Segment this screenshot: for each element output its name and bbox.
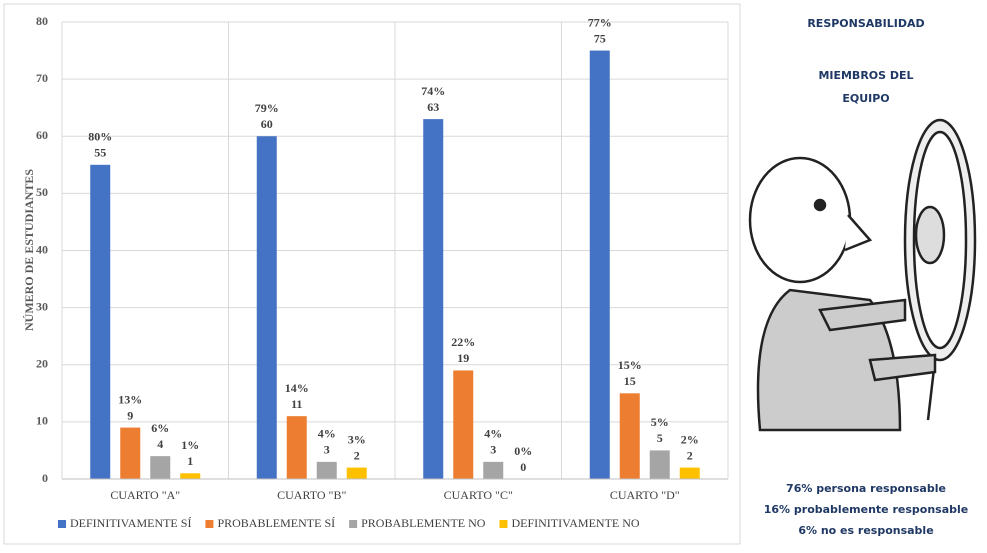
percent-label: 3% bbox=[348, 432, 366, 446]
y-axis-title: NÚMERO DE ESTUDIANTES bbox=[22, 169, 36, 331]
percent-label: 4% bbox=[318, 427, 336, 441]
y-tick-label: 40 bbox=[36, 242, 48, 256]
data-label: 3 bbox=[324, 443, 330, 457]
y-tick-label: 30 bbox=[36, 299, 48, 313]
y-tick-label: 50 bbox=[36, 185, 48, 199]
illustration bbox=[748, 118, 977, 432]
percent-label: 15% bbox=[618, 358, 642, 372]
data-label: 3 bbox=[490, 443, 496, 457]
y-tick-label: 70 bbox=[36, 71, 48, 85]
bar bbox=[649, 450, 670, 479]
legend-swatch bbox=[349, 520, 358, 528]
x-tick-label: CUARTO "B" bbox=[277, 488, 346, 502]
bar bbox=[180, 473, 201, 479]
bar bbox=[256, 136, 277, 479]
legend-swatch bbox=[499, 520, 508, 528]
percent-label: 4% bbox=[484, 427, 502, 441]
y-tick-label: 60 bbox=[36, 128, 48, 142]
bar bbox=[423, 119, 444, 480]
panel-title: RESPONSABILIDAD bbox=[807, 17, 924, 30]
percent-label: 2% bbox=[681, 432, 699, 446]
legend-label: PROBABLEMENTE NO bbox=[361, 516, 486, 530]
y-tick-label: 0 bbox=[42, 471, 48, 485]
legend-swatch bbox=[58, 520, 66, 528]
legend-label: DEFINITIVAMENTE NO bbox=[511, 516, 639, 530]
data-label: 75 bbox=[594, 31, 606, 45]
percent-label: 14% bbox=[285, 381, 309, 395]
bar bbox=[619, 393, 640, 479]
bar bbox=[286, 416, 307, 479]
data-label: 1 bbox=[187, 454, 193, 468]
bar bbox=[316, 461, 337, 479]
legend-label: DEFINITIVAMENTE SÍ bbox=[70, 516, 191, 530]
y-tick-label: 80 bbox=[36, 14, 48, 28]
data-label: 2 bbox=[687, 448, 693, 462]
legend-swatch bbox=[205, 520, 214, 528]
bar bbox=[90, 164, 111, 479]
percent-label: 22% bbox=[451, 335, 475, 349]
data-label: 5 bbox=[657, 431, 663, 445]
percent-label: 80% bbox=[88, 130, 112, 144]
data-label: 60 bbox=[261, 117, 273, 131]
bar bbox=[453, 370, 474, 479]
y-tick-label: 20 bbox=[36, 357, 48, 371]
percent-label: 74% bbox=[421, 84, 445, 98]
bar bbox=[150, 456, 171, 479]
panel-note: 76% persona responsable bbox=[786, 482, 946, 495]
panel-note: 16% probablemente responsable bbox=[764, 503, 969, 516]
percent-label: 13% bbox=[118, 392, 142, 406]
x-tick-label: CUARTO "D" bbox=[610, 488, 680, 502]
percent-label: 6% bbox=[151, 421, 169, 435]
panel-subtitle: EQUIPO bbox=[842, 92, 889, 105]
panel-subtitle: MIEMBROS DEL bbox=[818, 69, 913, 82]
percent-label: 5% bbox=[651, 415, 669, 429]
data-label: 11 bbox=[291, 397, 302, 411]
percent-label: 77% bbox=[588, 15, 612, 29]
data-label: 2 bbox=[354, 448, 360, 462]
data-label: 15 bbox=[624, 374, 636, 388]
data-label: 4 bbox=[157, 437, 163, 451]
data-label: 0 bbox=[520, 460, 526, 474]
y-tick-label: 10 bbox=[36, 414, 48, 428]
bar bbox=[679, 467, 700, 479]
data-label: 55 bbox=[94, 146, 106, 160]
bar bbox=[120, 427, 141, 479]
bar bbox=[346, 467, 367, 479]
data-label: 19 bbox=[457, 351, 469, 365]
legend-label: PROBABLEMENTE SÍ bbox=[217, 516, 335, 530]
x-tick-label: CUARTO "A" bbox=[110, 488, 180, 502]
panel-note: 6% no es responsable bbox=[798, 524, 933, 537]
data-label: 63 bbox=[427, 100, 439, 114]
data-label: 9 bbox=[127, 408, 133, 422]
percent-label: 1% bbox=[181, 438, 199, 452]
percent-label: 79% bbox=[255, 101, 279, 115]
bar bbox=[483, 461, 504, 479]
percent-label: 0% bbox=[514, 444, 532, 458]
bar bbox=[589, 50, 610, 479]
x-tick-label: CUARTO "C" bbox=[444, 488, 513, 502]
